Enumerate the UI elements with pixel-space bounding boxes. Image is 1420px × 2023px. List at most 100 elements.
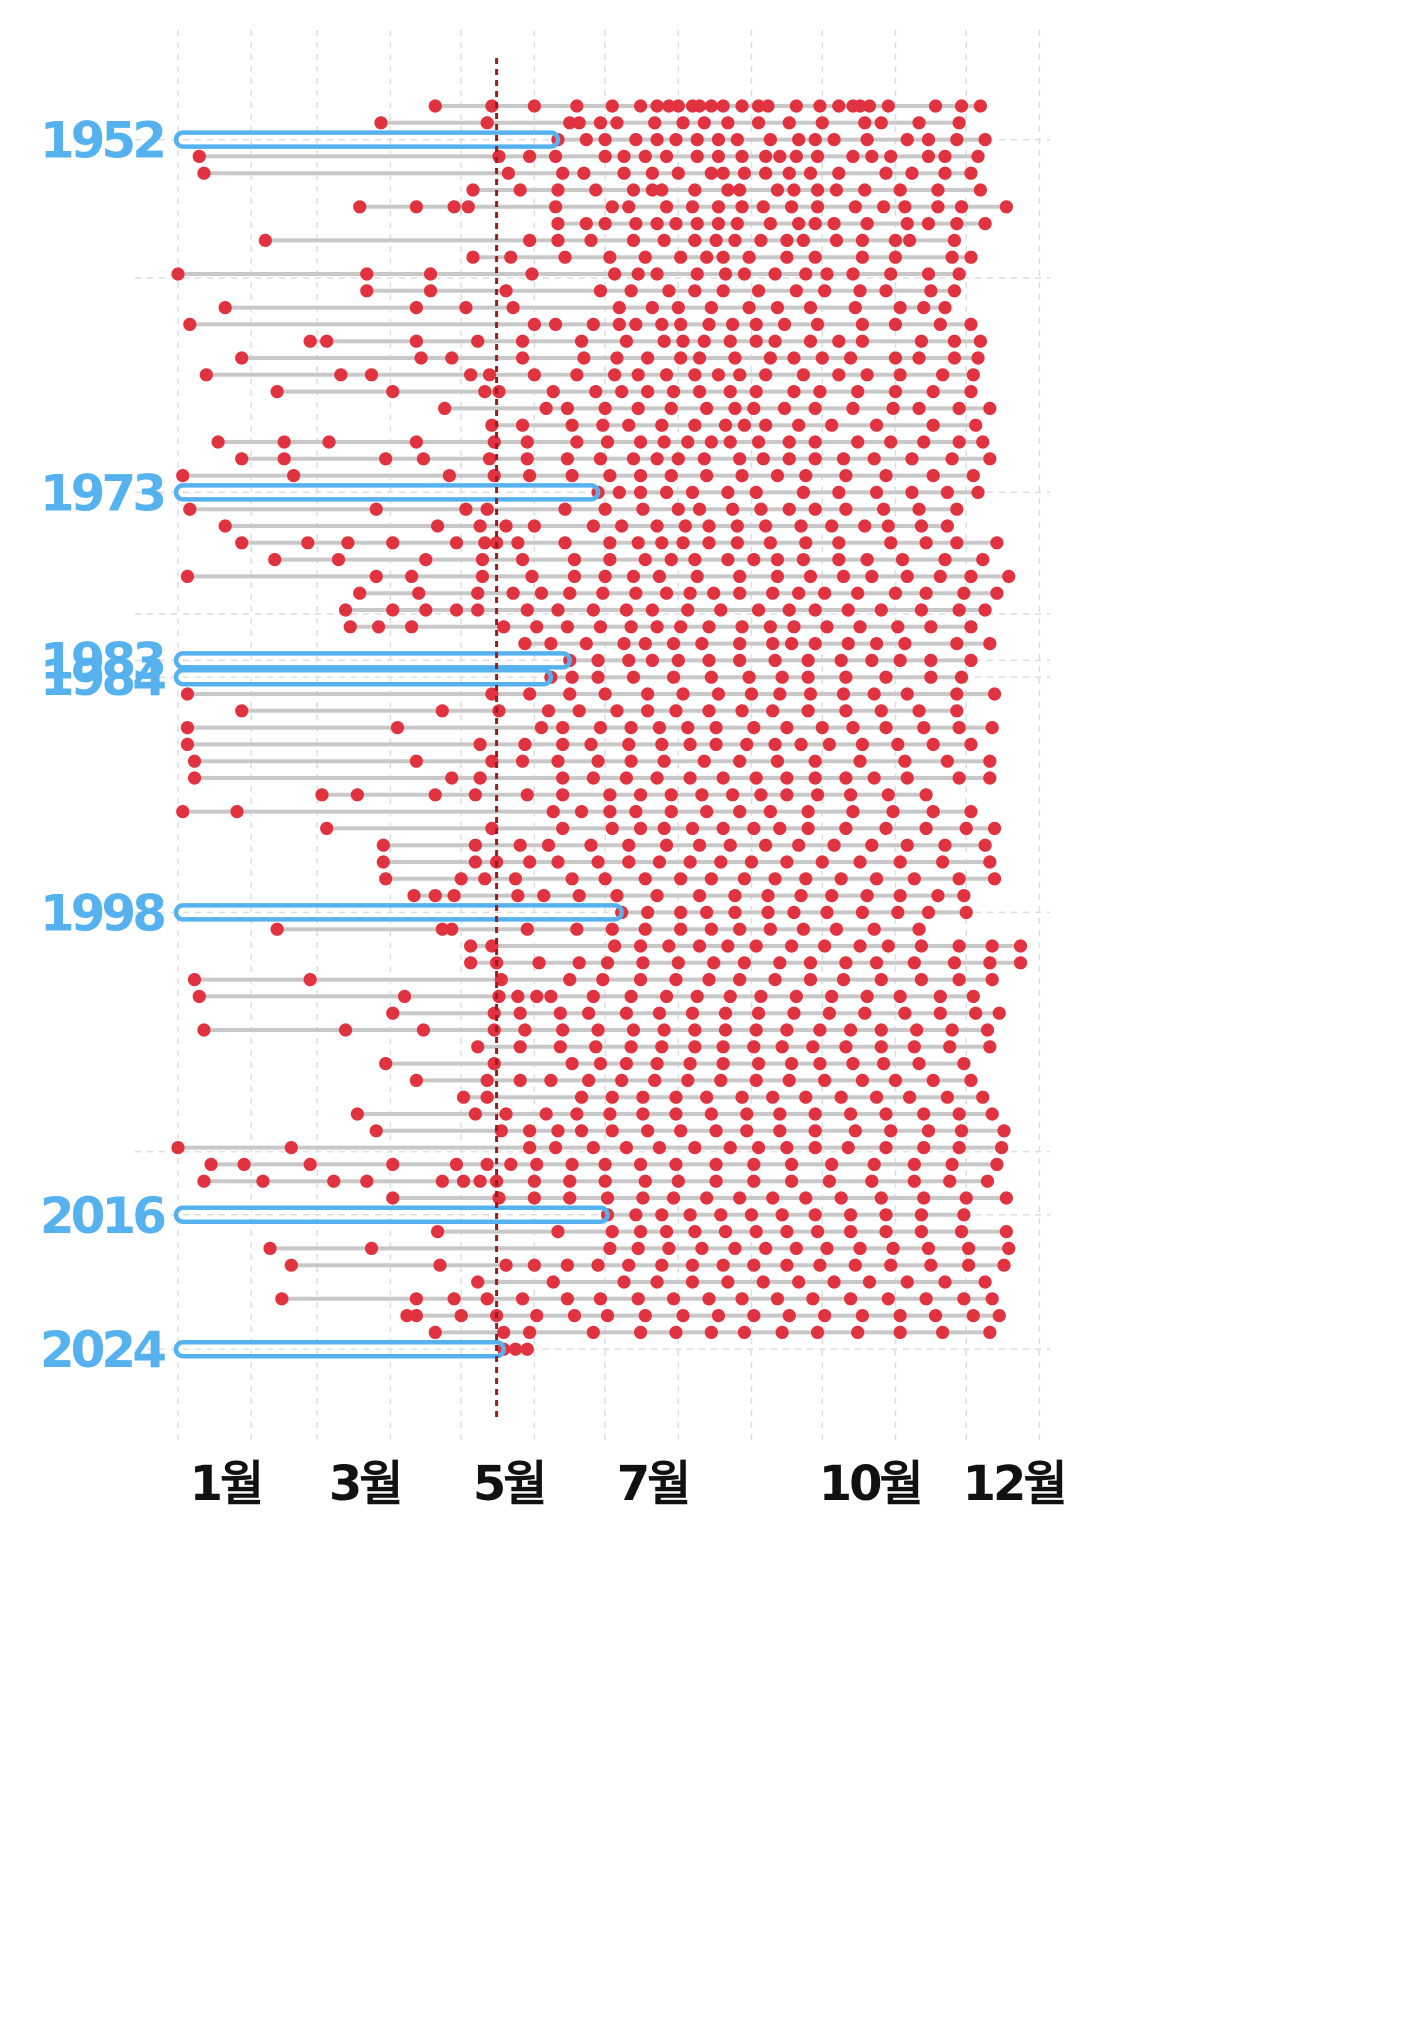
data-point xyxy=(638,149,652,163)
data-point xyxy=(825,519,839,533)
data-point xyxy=(855,233,870,247)
data-point xyxy=(987,872,1002,886)
data-point xyxy=(671,452,685,466)
data-point xyxy=(749,485,763,499)
data-point xyxy=(917,1107,931,1121)
data-point xyxy=(650,889,664,903)
data-point xyxy=(962,1241,976,1255)
data-point xyxy=(702,973,716,987)
data-point xyxy=(659,485,674,499)
data-point xyxy=(617,149,631,163)
data-point xyxy=(480,1292,494,1306)
data-point xyxy=(808,401,822,415)
data-point xyxy=(584,233,598,247)
data-point xyxy=(617,166,631,180)
data-point xyxy=(379,452,393,466)
data-point xyxy=(973,334,988,348)
data-point xyxy=(815,855,829,869)
data-point xyxy=(877,1057,891,1071)
data-point xyxy=(763,133,777,147)
data-point xyxy=(645,603,659,617)
data-point xyxy=(176,469,190,483)
data-point xyxy=(487,1057,501,1071)
data-point xyxy=(513,1073,527,1087)
data-point xyxy=(851,435,865,449)
data-point xyxy=(1002,569,1016,584)
data-point xyxy=(801,653,815,668)
data-point xyxy=(645,653,659,668)
data-point xyxy=(608,267,622,281)
data-point xyxy=(692,939,707,953)
data-point xyxy=(596,973,610,987)
data-point xyxy=(435,1174,449,1188)
data-point xyxy=(662,939,676,953)
data-point xyxy=(636,1107,650,1121)
data-point xyxy=(471,1040,485,1054)
data-point xyxy=(971,351,985,365)
data-point xyxy=(360,267,374,281)
data-point xyxy=(971,485,985,499)
data-point xyxy=(914,519,929,533)
data-point xyxy=(667,1292,681,1306)
highlight-label-1952: 1952 xyxy=(40,112,163,170)
data-point xyxy=(773,1124,787,1138)
data-point xyxy=(669,133,683,147)
data-point xyxy=(593,116,608,130)
data-point xyxy=(676,536,690,550)
data-point xyxy=(192,989,206,1004)
data-point xyxy=(586,519,600,533)
data-point xyxy=(473,519,487,533)
data-point xyxy=(792,838,806,852)
data-point xyxy=(763,922,777,936)
data-point xyxy=(704,301,718,315)
data-point xyxy=(320,334,334,348)
data-point xyxy=(464,939,478,953)
data-point xyxy=(445,771,459,785)
data-point xyxy=(808,1107,822,1121)
data-point xyxy=(667,385,681,399)
data-point xyxy=(869,956,884,970)
data-point xyxy=(386,536,400,550)
data-point xyxy=(740,1124,754,1138)
data-point xyxy=(582,1006,596,1020)
data-point xyxy=(603,250,617,264)
data-point xyxy=(898,200,912,214)
data-point xyxy=(737,1325,752,1339)
data-point xyxy=(471,1275,485,1289)
data-point xyxy=(685,485,700,499)
data-point xyxy=(877,502,891,516)
data-point xyxy=(943,1040,957,1054)
data-point xyxy=(912,502,926,516)
data-point xyxy=(534,721,549,735)
data-point xyxy=(962,1258,976,1272)
data-point xyxy=(622,1258,636,1272)
data-point xyxy=(810,149,825,163)
data-point xyxy=(626,452,641,466)
data-point xyxy=(407,889,421,903)
data-point xyxy=(619,1006,634,1020)
data-point xyxy=(704,1325,718,1339)
data-point xyxy=(952,872,966,886)
data-point xyxy=(619,1057,634,1071)
data-point xyxy=(881,519,895,533)
data-point xyxy=(586,989,600,1004)
highlight-bar-1952 xyxy=(173,130,561,149)
data-point xyxy=(683,1208,697,1222)
data-point xyxy=(674,351,688,365)
data-point xyxy=(952,267,966,281)
data-point xyxy=(343,620,357,634)
data-point xyxy=(735,200,749,214)
data-point xyxy=(376,838,390,852)
data-point xyxy=(716,1040,730,1054)
data-point xyxy=(749,385,763,399)
data-point xyxy=(692,502,707,516)
data-point xyxy=(907,872,921,886)
data-point xyxy=(598,502,612,516)
data-point xyxy=(940,754,954,768)
data-point xyxy=(905,166,919,180)
data-point xyxy=(744,1208,759,1222)
data-point xyxy=(867,922,881,936)
data-point xyxy=(1013,956,1028,970)
data-point xyxy=(940,485,954,499)
data-point xyxy=(749,939,763,953)
